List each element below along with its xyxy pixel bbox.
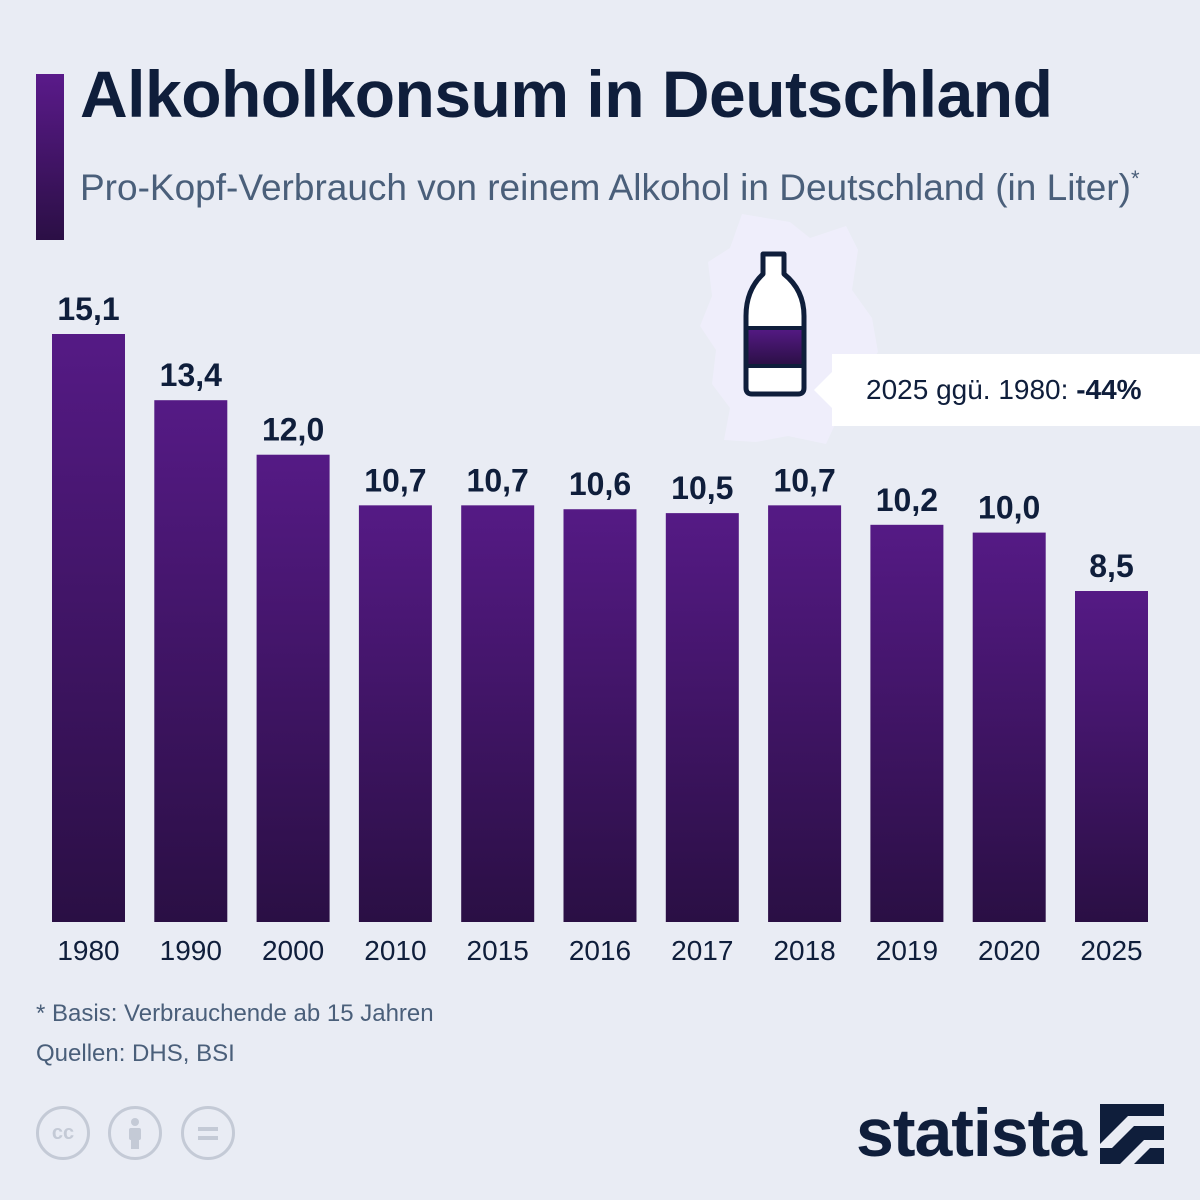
chart-title: Alkoholkonsum in Deutschland bbox=[80, 57, 1053, 131]
statista-logo-icon bbox=[1100, 1104, 1164, 1164]
attribution-icon[interactable] bbox=[108, 1106, 163, 1160]
change-callout: 2025 ggü. 1980: -44% bbox=[814, 354, 1200, 426]
x-tick-label: 2020 bbox=[978, 935, 1040, 966]
accent-bar bbox=[36, 74, 64, 240]
x-tick-label: 2018 bbox=[773, 935, 835, 966]
callout-value: -44% bbox=[1076, 374, 1142, 405]
bar-2000 bbox=[256, 454, 330, 922]
x-tick-label: 2000 bbox=[262, 935, 324, 966]
bar-value-label: 10,5 bbox=[671, 470, 733, 506]
x-tick-label: 1980 bbox=[57, 935, 119, 966]
bar-1990 bbox=[154, 400, 228, 922]
license-icons: cc bbox=[36, 1106, 249, 1160]
bar-value-label: 10,0 bbox=[978, 490, 1040, 526]
x-tick-label: 2016 bbox=[569, 935, 631, 966]
bar-2019 bbox=[870, 524, 944, 922]
bar-value-label: 10,7 bbox=[364, 462, 426, 498]
bar-chart: 15,1 1980 13,4 1990 12,0 2000 10,7 2010 10,7 2015… bbox=[52, 251, 1148, 966]
bar-value-label: 10,2 bbox=[876, 482, 938, 518]
bar-value-label: 15,1 bbox=[57, 291, 119, 327]
bar-value-label: 12,0 bbox=[262, 412, 324, 448]
x-tick-label: 1990 bbox=[160, 935, 222, 966]
bar-2020 bbox=[972, 532, 1046, 922]
bar-value-label: 10,7 bbox=[467, 462, 529, 498]
bar-2025 bbox=[1075, 591, 1148, 922]
bar-value-label: 10,6 bbox=[569, 466, 631, 502]
bar-2017 bbox=[665, 513, 739, 922]
bottle-icon bbox=[743, 251, 807, 397]
bar-value-label: 13,4 bbox=[160, 357, 222, 393]
bar-value-label: 10,7 bbox=[773, 462, 835, 498]
subtitle-footnote-mark: * bbox=[1130, 166, 1140, 191]
x-tick-label: 2010 bbox=[364, 935, 426, 966]
bar-2015 bbox=[461, 505, 535, 922]
subtitle-text: Pro-Kopf-Verbrauch von reinem Alkohol in… bbox=[80, 167, 1131, 208]
bar-2018 bbox=[768, 505, 842, 922]
brand-name: statista bbox=[856, 1095, 1087, 1171]
bar-2010 bbox=[358, 505, 432, 922]
bar-value-label: 8,5 bbox=[1089, 548, 1133, 584]
chart-subtitle: Pro-Kopf-Verbrauch von reinem Alkohol in… bbox=[80, 156, 1140, 211]
x-tick-label: 2025 bbox=[1080, 935, 1142, 966]
cc-icon[interactable]: cc bbox=[36, 1106, 90, 1160]
sources: Quellen: DHS, BSI bbox=[36, 1040, 235, 1067]
bar-1980 bbox=[52, 334, 125, 922]
x-tick-label: 2015 bbox=[467, 935, 529, 966]
no-derivatives-icon[interactable] bbox=[180, 1106, 235, 1160]
footnote: * Basis: Verbrauchende ab 15 Jahren bbox=[36, 1000, 434, 1027]
callout-text: 2025 ggü. 1980: bbox=[866, 374, 1077, 405]
bar-2016 bbox=[563, 509, 637, 922]
x-tick-label: 2017 bbox=[671, 935, 733, 966]
x-tick-label: 2019 bbox=[876, 935, 938, 966]
